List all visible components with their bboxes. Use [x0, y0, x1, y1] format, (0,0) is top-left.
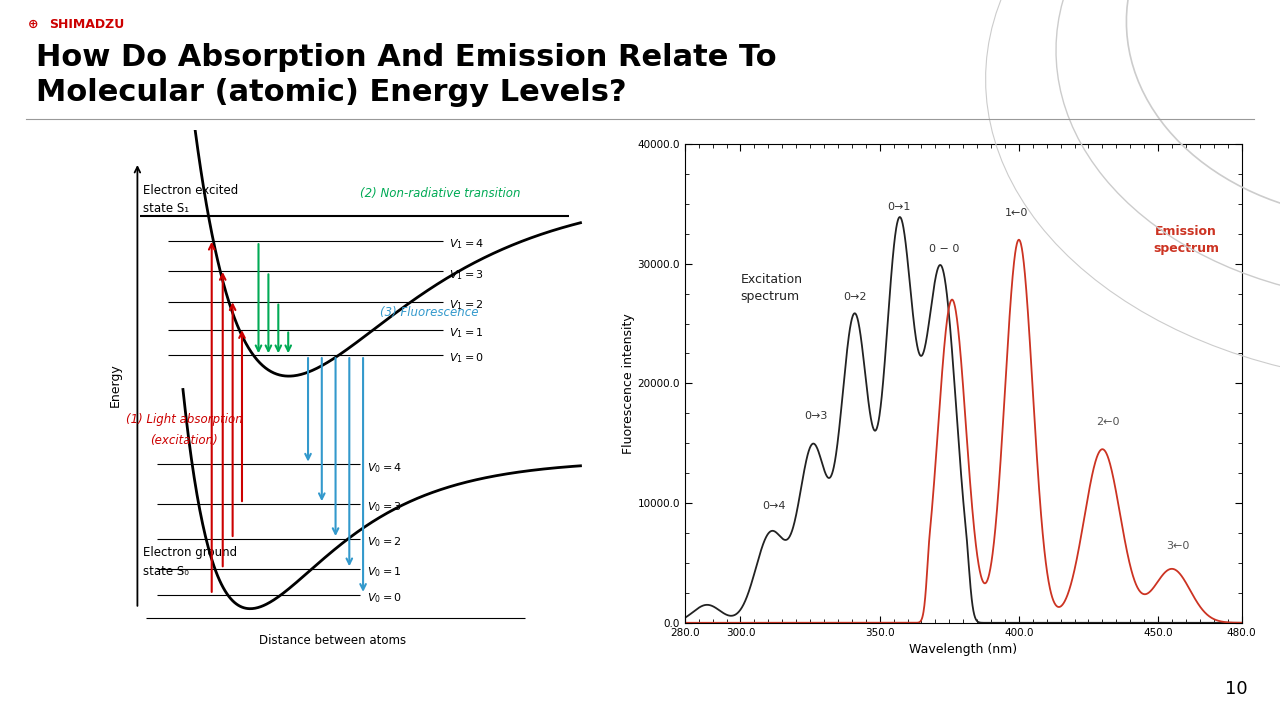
- Text: ⊕: ⊕: [28, 18, 38, 31]
- Text: Electron ground: Electron ground: [143, 546, 237, 559]
- Text: How Do Absorption And Emission Relate To
Molecular (atomic) Energy Levels?: How Do Absorption And Emission Relate To…: [36, 43, 777, 107]
- Text: 0→2: 0→2: [842, 292, 867, 302]
- X-axis label: Wavelength (nm): Wavelength (nm): [909, 643, 1018, 656]
- Text: (excitation): (excitation): [150, 433, 218, 446]
- Text: state S₁: state S₁: [143, 202, 189, 215]
- Text: state S₀: state S₀: [143, 565, 188, 578]
- Text: $V_1 = 2$: $V_1 = 2$: [449, 298, 484, 312]
- Text: 0→3: 0→3: [804, 411, 827, 421]
- Text: $V_1 = 4$: $V_1 = 4$: [449, 238, 484, 251]
- Text: (1) Light absorption: (1) Light absorption: [125, 413, 243, 426]
- Text: (2) Non-radiative transition: (2) Non-radiative transition: [361, 187, 521, 200]
- Text: (3) Fluorescence: (3) Fluorescence: [380, 306, 479, 319]
- Text: $V_0 = 1$: $V_0 = 1$: [367, 565, 402, 580]
- Text: Electron excited: Electron excited: [143, 184, 238, 197]
- Text: $V_0 = 2$: $V_0 = 2$: [367, 535, 402, 549]
- Text: 2←0: 2←0: [1096, 418, 1120, 427]
- Text: 0→4: 0→4: [762, 501, 786, 511]
- Text: Excitation
spectrum: Excitation spectrum: [740, 273, 803, 302]
- Text: $V_1 = 1$: $V_1 = 1$: [449, 326, 484, 340]
- Text: 10: 10: [1225, 680, 1248, 698]
- Text: Distance between atoms: Distance between atoms: [260, 634, 406, 647]
- Text: 3←0: 3←0: [1166, 541, 1189, 551]
- Text: $V_0 = 4$: $V_0 = 4$: [367, 461, 402, 474]
- Y-axis label: Fluorescence intensity: Fluorescence intensity: [622, 313, 635, 454]
- Text: Emission
spectrum: Emission spectrum: [1153, 225, 1219, 255]
- Text: Energy: Energy: [109, 364, 122, 408]
- Text: $V_0 = 3$: $V_0 = 3$: [367, 500, 402, 514]
- Text: $V_1 = 0$: $V_1 = 0$: [449, 351, 484, 365]
- Text: 1←0: 1←0: [1005, 208, 1028, 218]
- Text: $V_1 = 3$: $V_1 = 3$: [449, 268, 484, 282]
- Text: 0 − 0: 0 − 0: [928, 244, 959, 253]
- Text: SHIMADZU: SHIMADZU: [49, 18, 124, 31]
- Text: $V_0 = 0$: $V_0 = 0$: [367, 591, 402, 605]
- Text: 0→1: 0→1: [887, 202, 911, 212]
